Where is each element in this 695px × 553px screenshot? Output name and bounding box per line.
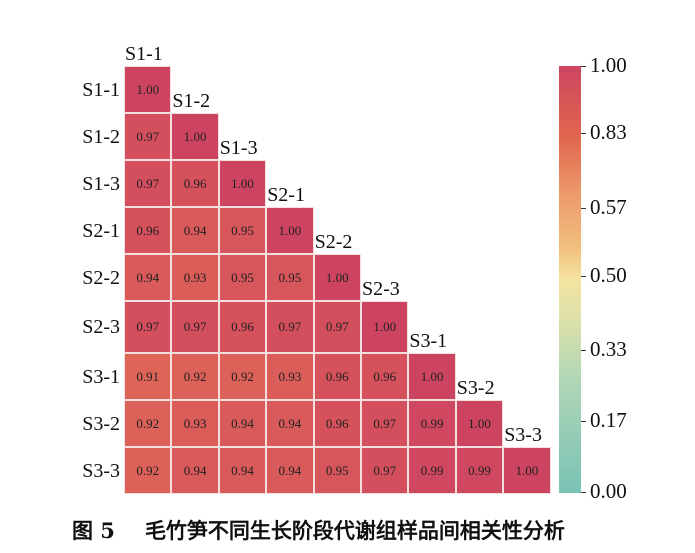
heatmap-cell: 1.00: [218, 160, 267, 207]
heatmap-cell: 0.91: [124, 353, 172, 400]
heatmap-cell: 0.94: [171, 207, 219, 254]
column-label: S3-3: [504, 424, 542, 446]
heatmap-cell: 0.93: [171, 400, 219, 447]
heatmap-cell: 0.94: [218, 400, 267, 447]
heatmap-cell: 0.95: [266, 254, 314, 301]
heatmap-cell: 0.97: [313, 301, 361, 353]
column-label: S1-2: [172, 90, 211, 112]
heatmap-cell: 0.94: [218, 447, 267, 494]
colorbar-tick: [581, 350, 586, 351]
caption-text: 毛竹笋不同生长阶段代谢组样品间相关性分析: [144, 518, 565, 543]
heatmap-cell: 1.00: [313, 254, 361, 301]
column-label: S1-3: [219, 137, 258, 159]
colorbar-tick-label: 0.00: [590, 479, 627, 503]
colorbar: [559, 66, 581, 493]
heatmap-cell: 0.99: [455, 447, 504, 494]
row-label: S3-2: [82, 412, 120, 435]
heatmap-cell: 0.96: [313, 353, 361, 400]
row-label: S3-1: [82, 365, 120, 388]
heatmap-cell: 0.97: [124, 113, 172, 160]
column-label: S2-1: [267, 184, 305, 206]
colorbar-tick-label: 0.57: [590, 195, 627, 219]
figure-caption: 图 5 毛竹笋不同生长阶段代谢组样品间相关性分析: [72, 515, 565, 545]
figure-number: 图 5: [72, 518, 115, 543]
heatmap-cell: 0.94: [171, 447, 219, 494]
heatmap-cell: 0.93: [171, 254, 219, 301]
colorbar-tick-label: 1.00: [590, 53, 627, 77]
heatmap-cell: 0.96: [124, 207, 172, 254]
heatmap-cell: 0.94: [124, 254, 172, 301]
colorbar-tick-label: 0.83: [590, 120, 627, 144]
row-label: S1-3: [82, 172, 120, 195]
heatmap-cell: 0.93: [266, 353, 314, 400]
heatmap-cell: 0.97: [361, 447, 409, 494]
colorbar-tick-label: 0.33: [590, 337, 627, 361]
colorbar-tick: [581, 208, 586, 209]
heatmap-cell: 0.95: [313, 447, 361, 494]
row-label: S2-2: [82, 266, 120, 289]
heatmap-cell: 1.00: [408, 353, 456, 400]
colorbar-tick: [581, 492, 586, 493]
colorbar-tick: [581, 276, 586, 277]
heatmap-cell: 0.92: [171, 353, 219, 400]
colorbar-tick-label: 0.50: [590, 263, 627, 287]
heatmap-cell: 0.95: [218, 207, 267, 254]
heatmap-cell: 1.00: [455, 400, 504, 447]
heatmap-cell: 1.00: [266, 207, 314, 254]
heatmap-cell: 0.96: [218, 301, 267, 353]
heatmap-cell: 0.92: [124, 400, 172, 447]
heatmap-cell: 0.96: [313, 400, 361, 447]
heatmap-cell: 0.97: [361, 400, 409, 447]
row-label: S2-3: [82, 316, 120, 338]
heatmap-cell: 0.99: [408, 400, 456, 447]
heatmap-cell: 0.92: [124, 447, 172, 494]
heatmap-cell: 0.99: [408, 447, 456, 494]
heatmap-cell: 1.00: [503, 447, 551, 494]
heatmap-cell: 0.96: [361, 353, 409, 400]
column-label: S3-2: [456, 377, 495, 399]
colorbar-tick: [581, 133, 586, 134]
column-label: S2-3: [362, 278, 400, 300]
colorbar-tick-label: 0.17: [590, 408, 627, 432]
column-label: S3-1: [409, 330, 448, 352]
heatmap-cell: 0.97: [266, 301, 314, 353]
column-label: S1-1: [125, 43, 163, 65]
heatmap-cell: 0.95: [218, 254, 267, 301]
colorbar-tick: [581, 66, 586, 67]
heatmap-cell: 0.97: [124, 301, 172, 353]
heatmap-cell: 1.00: [361, 301, 409, 353]
heatmap-cell: 0.94: [266, 400, 314, 447]
heatmap-cell: 0.97: [171, 301, 219, 353]
heatmap-cell: 1.00: [171, 113, 219, 160]
row-label: S2-1: [82, 219, 120, 242]
row-label: S1-1: [82, 78, 120, 101]
heatmap-cell: 0.92: [218, 353, 267, 400]
heatmap-cell: 0.96: [171, 160, 219, 207]
heatmap-cell: 0.94: [266, 447, 314, 494]
column-label: S2-2: [314, 231, 353, 253]
row-label: S3-3: [82, 459, 120, 482]
heatmap-cell: 0.97: [124, 160, 172, 207]
row-label: S1-2: [82, 125, 120, 148]
colorbar-tick: [581, 421, 586, 422]
heatmap-cell: 1.00: [124, 66, 172, 113]
